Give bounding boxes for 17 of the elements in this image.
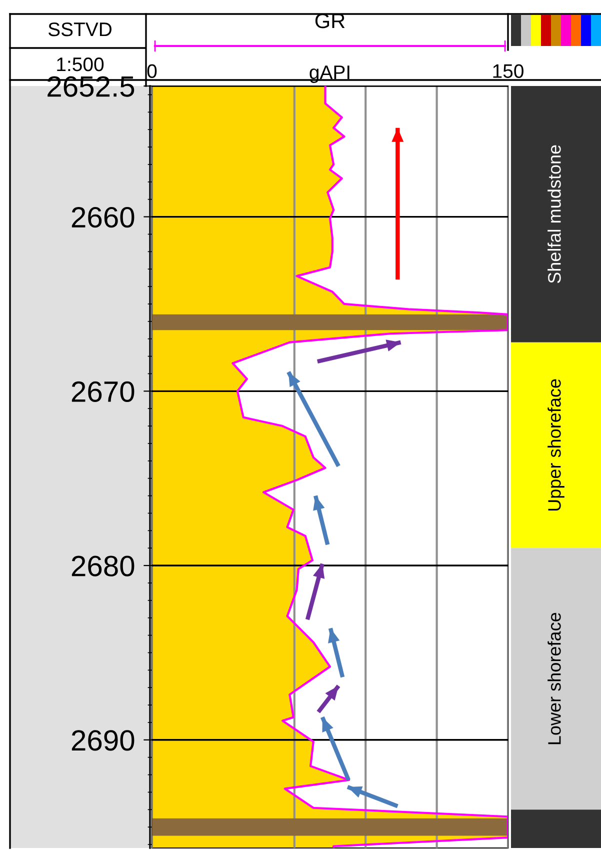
bar bbox=[511, 86, 601, 342]
bar bbox=[511, 342, 601, 548]
y-tick-label: 2690 bbox=[72, 730, 134, 751]
y-tick-label: 2660 bbox=[72, 206, 134, 228]
x-tick-label: 150 bbox=[493, 64, 524, 78]
series-label: Upper shoreface bbox=[548, 379, 564, 511]
x-axis-title: gAPI bbox=[310, 66, 350, 83]
bar bbox=[511, 548, 601, 810]
series-label: Lower shoreface bbox=[548, 612, 561, 744]
y-tick-label: 2680 bbox=[72, 556, 134, 576]
y-tick-label: 2670 bbox=[72, 381, 134, 402]
text: 1:500 bbox=[57, 57, 104, 72]
bar bbox=[511, 810, 601, 848]
series-label: Shelfal mudstone bbox=[548, 145, 561, 284]
x-tick-label: 0 bbox=[147, 64, 157, 78]
y-tick-label: 2652.5 bbox=[48, 76, 134, 97]
y-axis-title: SSTVD bbox=[48, 22, 112, 36]
